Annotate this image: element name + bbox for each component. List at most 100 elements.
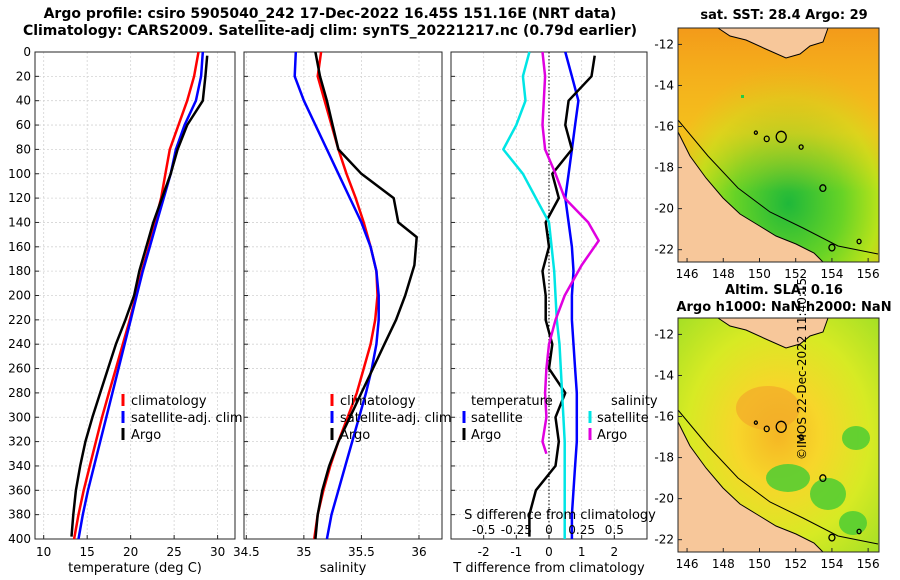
lat-tick-label: -14 (654, 368, 674, 382)
series-t-argo (528, 55, 596, 537)
x-axis-label: temperature (deg C) (68, 561, 202, 576)
x-tick-label: 35 (296, 545, 311, 559)
reef-island (775, 130, 787, 143)
x-tick-label: 35.5 (348, 545, 375, 559)
reef-outline (677, 119, 879, 255)
lat-tick-label: -18 (654, 161, 674, 175)
lon-tick-label: 152 (784, 557, 807, 571)
reef-island (819, 474, 827, 483)
y-tick-label: 280 (8, 386, 31, 400)
x-tick-label: -2 (478, 545, 490, 559)
reef-island (753, 130, 759, 135)
x2-tick-label: -0.5 (472, 523, 495, 537)
reef-island (828, 243, 836, 252)
plot-title-line2: Climatology: CARS2009. Satellite-adj cli… (22, 23, 638, 39)
reef-outline (677, 409, 879, 545)
y-tick-label: 160 (8, 240, 31, 254)
reef-island (856, 528, 862, 535)
lon-tick-label: 152 (784, 267, 807, 281)
plot-title-line1: Argo profile: csiro 5905040_242 17-Dec-2… (43, 6, 617, 22)
legend-label: satellite-adj. clim (131, 411, 243, 426)
lat-tick-label: -18 (654, 451, 674, 465)
y-tick-label: 120 (8, 191, 31, 205)
y-tick-label: 100 (8, 167, 31, 181)
x-tick-label: 36 (411, 545, 426, 559)
y-tick-label: 360 (8, 483, 31, 497)
series-satellite-adj-clim (77, 51, 205, 540)
x-axis-label: salinity (320, 561, 367, 576)
y-tick-label: 80 (16, 142, 31, 156)
lat-tick-label: -12 (654, 37, 674, 51)
y-tick-label: 240 (8, 337, 31, 351)
lon-tick-label: 148 (712, 557, 735, 571)
y-tick-label: 0 (23, 45, 31, 59)
lon-tick-label: 146 (676, 557, 699, 571)
lat-tick-label: -14 (654, 78, 674, 92)
reef-island (828, 533, 836, 542)
lon-tick-label: 156 (857, 557, 880, 571)
y-tick-label: 60 (16, 118, 31, 132)
lon-tick-label: 148 (712, 267, 735, 281)
y-tick-label: 40 (16, 94, 31, 108)
reef-island (856, 238, 862, 245)
map-panel: 146 148 150 152 154 156 -12 -14 -16 -18 -20 -22 (654, 317, 880, 571)
map-axes-box (677, 27, 880, 263)
legend-title-temperature: temperature (471, 394, 553, 409)
x2-tick-label: 0.5 (605, 523, 624, 537)
sla-map-subtitle: Argo h1000: NaN h2000: NaN (676, 300, 892, 315)
reef-island (798, 144, 804, 150)
series-satellite-adj-clim (293, 51, 380, 540)
lon-tick-label: 154 (820, 267, 843, 281)
lat-tick-label: -20 (654, 492, 674, 506)
x-tick-label: 25 (166, 545, 181, 559)
x2-tick-label: -0.25 (501, 523, 532, 537)
lat-tick-label: -16 (654, 410, 674, 424)
lat-tick-label: -20 (654, 202, 674, 216)
y-tick-label: 400 (8, 532, 31, 546)
reef-island (763, 425, 770, 433)
argo-location-marker (741, 95, 744, 98)
y-tick-label: 180 (8, 264, 31, 278)
x-tick-label: 0 (545, 545, 553, 559)
y-tick-label: 140 (8, 215, 31, 229)
panel-temperature: 0 20 40 60 80 100 120 140 160 180 200 220 240 260 280 3… (8, 45, 243, 576)
y-tick-label: 20 (16, 69, 31, 83)
imos-timestamp: ©IMOS 22-Dec-2022 11:40:15 (795, 277, 809, 460)
panel-salinity: 34.5 35 35.5 36 salinity climatology satellite… (233, 51, 452, 576)
x-axis-label: T difference from climatology (452, 561, 645, 576)
y-tick-label: 260 (8, 362, 31, 376)
series-s-satellite (502, 51, 566, 539)
land-png (716, 317, 829, 349)
lon-tick-label: 156 (857, 267, 880, 281)
sla-low-anomaly (842, 426, 870, 450)
sst-map-title: sat. SST: 28.4 Argo: 29 (700, 8, 868, 23)
x-tick-label: 1 (578, 545, 586, 559)
x-tick-label: 10 (36, 545, 51, 559)
legend-label: Argo (471, 428, 501, 443)
x-tick-label: 15 (80, 545, 95, 559)
x-tick-label: 20 (123, 545, 138, 559)
lon-tick-label: 150 (748, 267, 771, 281)
lat-tick-label: -22 (654, 533, 674, 547)
reef-island (775, 420, 787, 433)
y-tick-label: 220 (8, 313, 31, 327)
x-tick-label: 34.5 (233, 545, 260, 559)
lon-tick-label: 154 (820, 557, 843, 571)
lat-tick-label: -22 (654, 243, 674, 257)
map-axes-box (677, 317, 880, 553)
y-tick-label: 320 (8, 435, 31, 449)
y-tick-label: 200 (8, 289, 31, 303)
lon-tick-label: 146 (676, 267, 699, 281)
sla-high-anomaly (736, 386, 800, 430)
legend-label: climatology (131, 394, 207, 409)
legend-label: climatology (340, 394, 416, 409)
x2-axis-label: S difference from climatology (464, 508, 656, 523)
y-tick-label: 340 (8, 459, 31, 473)
legend-label: satellite (597, 411, 649, 426)
x-tick-label: 2 (611, 545, 619, 559)
legend-label: Argo (340, 428, 370, 443)
sla-low-anomaly (839, 511, 867, 535)
series-argo (70, 55, 209, 537)
series-s-argo (541, 51, 600, 455)
